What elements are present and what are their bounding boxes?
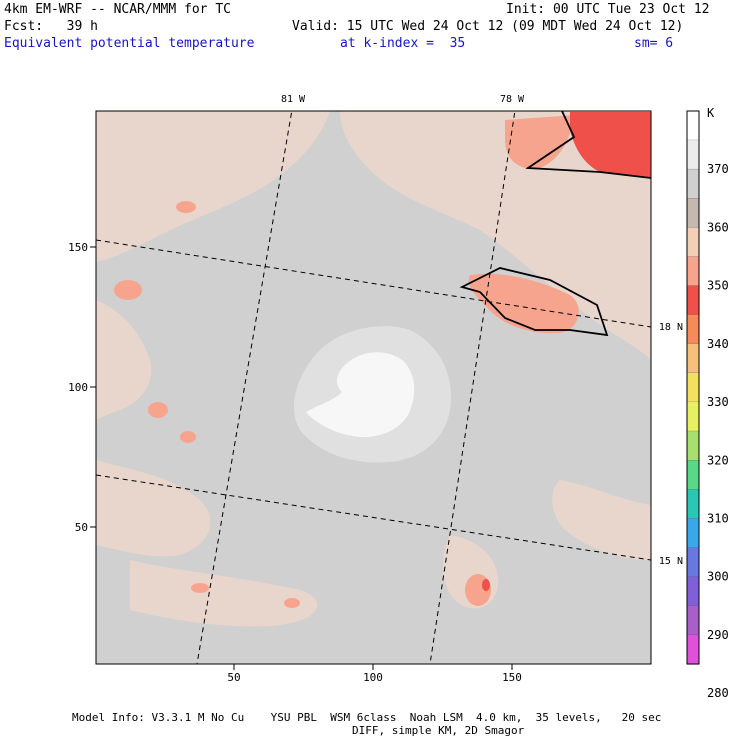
lon-label-78w: 78 W (500, 94, 525, 105)
colorbar-level-label: 310 (707, 511, 729, 525)
land-outlines (459, 111, 651, 337)
colorbar-swatch (687, 198, 699, 229)
colorbar-swatch (687, 343, 699, 374)
colorbar-swatches (687, 111, 699, 665)
x-tick-label-150: 150 (502, 671, 522, 684)
colorbar-swatch (687, 169, 699, 199)
colorbar-level-label: 330 (707, 395, 729, 409)
colorbar-unit: K (707, 106, 715, 120)
colorbar-swatch (687, 460, 699, 490)
model-info-diffusion: DIFF, simple KM, 2D Smagor (352, 724, 525, 737)
colorbar-swatch (687, 518, 699, 549)
colorbar-swatch (687, 634, 699, 665)
map-panel (96, 111, 651, 664)
colorbar-swatch (687, 140, 699, 170)
meridian-81w (196, 111, 293, 664)
axis-ticks (90, 246, 513, 670)
model-info: Model Info: V3.3.1 M No Cu YSU PBL WSM 6… (72, 711, 662, 724)
colorbar-swatch (687, 372, 699, 403)
colorbar-swatch (687, 547, 699, 578)
y-tick-label-150: 150 (68, 241, 88, 254)
model-title: 4km EM-WRF -- NCAR/MMM for TC (4, 2, 231, 17)
y-tick-label-50: 50 (75, 521, 88, 534)
colorbar-swatch (687, 256, 699, 287)
ept-370-core (306, 352, 415, 438)
parallel-15n (96, 474, 651, 561)
level-info: at k-index = 35 (340, 36, 466, 51)
colorbar-level-label: 300 (707, 570, 729, 584)
colorbar-swatch (687, 285, 699, 316)
colorbar-level-label: 370 (707, 162, 729, 176)
colorbar-swatch (687, 605, 699, 636)
colorbar-level-label: 280 (707, 686, 729, 700)
colorbar: K 370 360 350 340 330 320 310 300 290 280 (686, 106, 729, 700)
smoothing-info: sm= 6 (634, 36, 674, 51)
colorbar-frame (686, 110, 700, 665)
init-time: Init: 00 UTC Tue 23 Oct 12 (506, 2, 710, 17)
lat-label-18n: 18 N (659, 322, 683, 333)
meridian-78w (429, 111, 516, 664)
lat-label-15n: 15 N (659, 556, 683, 567)
x-tick-label-50: 50 (227, 671, 240, 684)
colorbar-level-label: 360 (707, 220, 729, 234)
x-tick-label-100: 100 (363, 671, 383, 684)
colorbar-swatch (687, 111, 699, 141)
y-tick-label-100: 100 (68, 381, 88, 394)
colorbar-level-label: 350 (707, 279, 729, 293)
colorbar-level-label: 290 (707, 628, 729, 642)
coastline-jamaica (459, 267, 609, 337)
colorbar-swatch (687, 402, 699, 432)
colorbar-swatch (687, 431, 699, 461)
graticule (96, 111, 651, 664)
colorbar-swatch (687, 576, 699, 607)
ept-340-band (482, 112, 651, 591)
colorbar-swatch (687, 314, 699, 345)
forecast-hour: Fcst: 39 h (4, 19, 98, 34)
colorbar-swatch (687, 227, 699, 258)
colorbar-swatch (687, 489, 699, 520)
colorbar-level-label: 320 (707, 453, 729, 467)
valid-time: Valid: 15 UTC Wed 24 Oct 12 (09 MDT Wed … (292, 19, 684, 34)
colorbar-labels: 370 360 350 340 330 320 310 300 290 280 (707, 162, 729, 700)
colorbar-level-label: 340 (707, 337, 729, 351)
ept-345-band (114, 115, 579, 608)
parallel-18n (96, 239, 651, 328)
field-name: Equivalent potential temperature (4, 36, 255, 51)
coastline-haiti (525, 111, 651, 179)
lon-label-81w: 81 W (281, 94, 306, 105)
